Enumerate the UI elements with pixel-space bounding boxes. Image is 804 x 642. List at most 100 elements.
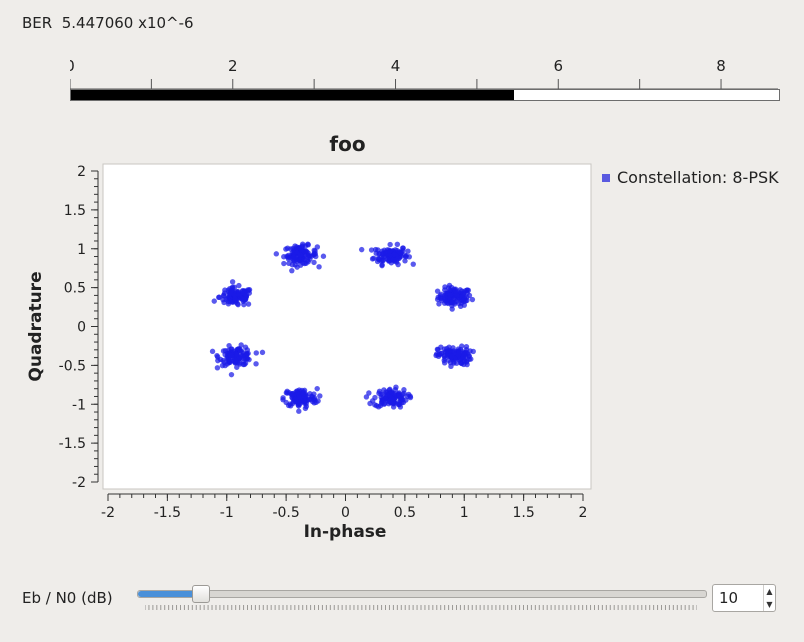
- constellation-point: [375, 255, 381, 262]
- constellation-point: [231, 291, 237, 298]
- constellation-point: [284, 253, 290, 259]
- constellation-point: [234, 351, 240, 358]
- constellation-point: [281, 260, 287, 267]
- constellation-point: [405, 248, 411, 254]
- constellation-point: [410, 261, 416, 267]
- constellation-point: [436, 301, 442, 307]
- constellation-point: [214, 352, 220, 359]
- constellation-point: [449, 353, 455, 360]
- ebn0-input[interactable]: [713, 585, 763, 611]
- y-tick-label: -2: [72, 475, 86, 491]
- constellation-point: [447, 359, 454, 366]
- constellation-point: [399, 399, 405, 406]
- spin-up-button[interactable]: ▲: [766, 587, 773, 596]
- constellation-point: [407, 393, 413, 399]
- constellation-point: [447, 292, 453, 298]
- y-tick-label: -1: [72, 397, 86, 413]
- constellation-point: [294, 245, 300, 251]
- constellation-point: [228, 371, 235, 378]
- constellation-point: [372, 246, 379, 253]
- x-tick-label: 0: [341, 505, 350, 521]
- constellation-point: [284, 390, 290, 396]
- constellation-point: [289, 267, 295, 274]
- x-tick-label: -1.5: [154, 505, 181, 521]
- constellation-point: [311, 391, 317, 397]
- constellation-point: [368, 247, 375, 253]
- constellation-point: [283, 246, 289, 252]
- slider-track[interactable]: [137, 590, 707, 598]
- constellation-point: [253, 350, 259, 356]
- x-tick-label: -1: [220, 505, 234, 521]
- constellation-point: [363, 394, 370, 400]
- constellation-point: [228, 288, 234, 294]
- constellation-point: [310, 396, 317, 403]
- constellation-point: [297, 252, 303, 258]
- constellation-point: [221, 359, 228, 365]
- constellation-point: [393, 384, 399, 390]
- constellation-point: [303, 403, 310, 410]
- slider-ticks: [145, 605, 697, 610]
- constellation-point: [469, 296, 476, 303]
- constellation-point: [455, 352, 462, 358]
- constellation-point: [434, 288, 441, 294]
- y-tick-label: 1.5: [64, 203, 86, 219]
- x-tick-label: 0.5: [394, 505, 416, 521]
- y-tick-label: -1.5: [59, 436, 86, 452]
- constellation-point: [433, 352, 439, 359]
- constellation-point: [209, 348, 216, 355]
- constellation-point: [312, 251, 319, 257]
- constellation-point: [307, 391, 313, 397]
- constellation-point: [446, 344, 452, 350]
- x-tick-label: -2: [101, 505, 115, 521]
- constellation-plot: 2 1.5 1 0.5 0 -0.5 -1 -1.5 -2 -2 -1.5 -1 -0.5 0 0.5 1 1.…: [26, 163, 592, 542]
- constellation-point: [450, 348, 457, 354]
- constellation-point: [216, 294, 222, 301]
- constellation-point: [397, 404, 404, 410]
- ber-scale-tick-label: 2: [228, 57, 238, 75]
- plot-title: foo: [329, 132, 366, 156]
- constellation-point: [389, 395, 395, 402]
- constellation-point: [394, 255, 400, 262]
- constellation-point: [302, 260, 308, 267]
- ebn0-slider[interactable]: [137, 584, 707, 612]
- constellation-point: [244, 355, 251, 362]
- constellation-point: [229, 346, 235, 352]
- ber-progress-bar: [70, 89, 780, 101]
- constellation-point: [217, 356, 224, 363]
- plot-legend: Constellation: 8-PSK: [602, 168, 779, 187]
- constellation-point: [449, 300, 456, 306]
- constellation-point: [211, 298, 217, 304]
- constellation-point: [236, 282, 242, 289]
- ber-scale-tick-label: 0: [70, 57, 75, 75]
- constellation-point: [370, 255, 377, 261]
- spin-down-button[interactable]: ▼: [766, 600, 773, 609]
- constellation-point: [228, 352, 234, 359]
- constellation-point: [434, 346, 441, 352]
- constellation-point: [400, 245, 406, 251]
- constellation-point: [287, 246, 294, 252]
- constellation-point: [378, 391, 384, 397]
- ebn0-spinbox[interactable]: ▲ ▼: [712, 584, 776, 612]
- constellation-point: [466, 353, 472, 359]
- constellation-point: [235, 301, 241, 308]
- constellation-point: [245, 301, 252, 307]
- x-tick-label: -0.5: [272, 505, 299, 521]
- constellation-point: [240, 361, 247, 368]
- y-tick-label: -0.5: [59, 358, 86, 374]
- constellation-point: [462, 298, 469, 304]
- x-tick-label: 2: [579, 505, 588, 521]
- y-tick-label: 0: [77, 320, 86, 336]
- constellation-point: [442, 284, 448, 290]
- slider-handle[interactable]: [192, 585, 211, 603]
- constellation-point: [446, 348, 453, 354]
- constellation-point: [384, 256, 391, 263]
- constellation-point: [305, 254, 311, 261]
- constellation-point: [459, 343, 465, 349]
- ber-progress-fill: [71, 90, 515, 100]
- constellation-point: [463, 343, 470, 350]
- constellation-point: [380, 397, 387, 403]
- constellation-point: [402, 254, 409, 260]
- constellation-point: [273, 251, 280, 257]
- constellation-point: [259, 349, 266, 356]
- constellation-point: [457, 356, 463, 363]
